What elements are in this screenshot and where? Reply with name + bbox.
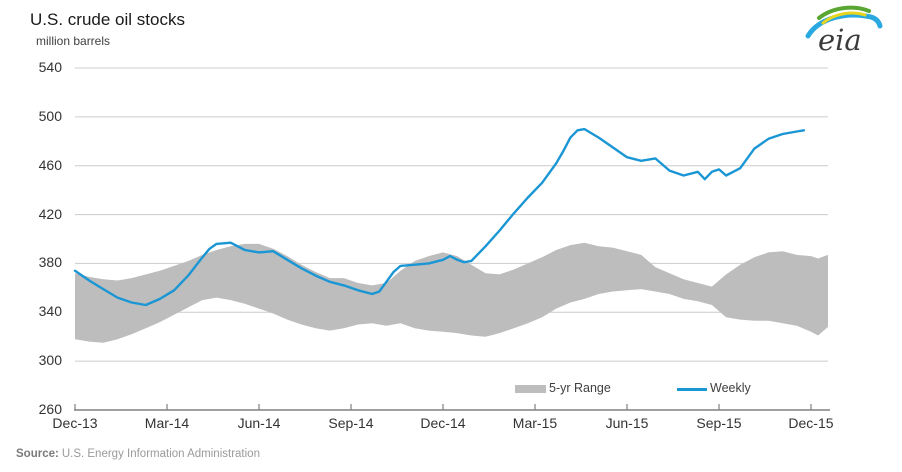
y-axis-label-500: 500 <box>38 107 62 124</box>
source-text: U.S. Energy Information Administration <box>61 448 260 460</box>
eia-logo-text: eia <box>818 23 862 57</box>
five-year-range-swatch <box>515 385 546 393</box>
x-axis-label-Mar-15: Mar-15 <box>512 415 558 431</box>
source-prefix: Source: <box>16 448 59 460</box>
x-axis-label-Jun-15: Jun-15 <box>605 415 649 431</box>
y-axis-label-340: 340 <box>38 303 62 320</box>
x-axis-label-Sep-14: Sep-14 <box>328 415 374 431</box>
eia-logo-green-swoosh <box>817 5 871 20</box>
x-axis-label-Dec-14: Dec-14 <box>420 415 466 431</box>
eia-logo: eia <box>805 5 883 57</box>
legend-label-weekly: Weekly <box>710 381 751 395</box>
five-year-range-band <box>75 242 828 343</box>
x-axis-label-Jun-14: Jun-14 <box>237 415 281 431</box>
x-axis-label-Dec-15: Dec-15 <box>788 415 834 431</box>
y-axis-label-460: 460 <box>38 156 62 173</box>
y-axis-label-540: 540 <box>38 59 62 75</box>
eia-logo-yellow-swoosh <box>821 11 867 25</box>
y-axis-label-300: 300 <box>38 352 62 369</box>
source-attribution: Source: U.S. Energy Information Administr… <box>16 448 260 460</box>
y-axis-label-420: 420 <box>38 205 62 222</box>
y-axis-label-260: 260 <box>38 401 62 417</box>
x-axis-label-Mar-14: Mar-14 <box>144 415 190 431</box>
weekly-line-swatch <box>677 388 707 391</box>
weekly-line <box>73 127 806 307</box>
chart-title: U.S. crude oil stocks <box>30 10 185 29</box>
y-axis-label-380: 380 <box>38 254 62 271</box>
legend-label-five-year-range: 5-yr Range <box>549 381 611 395</box>
chart-units-label: million barrels <box>36 34 111 48</box>
eia-logo-blue-swoosh <box>805 12 883 39</box>
x-axis-label-Dec-13: Dec-13 <box>52 415 98 431</box>
x-axis-label-Sep-15: Sep-15 <box>696 415 742 431</box>
